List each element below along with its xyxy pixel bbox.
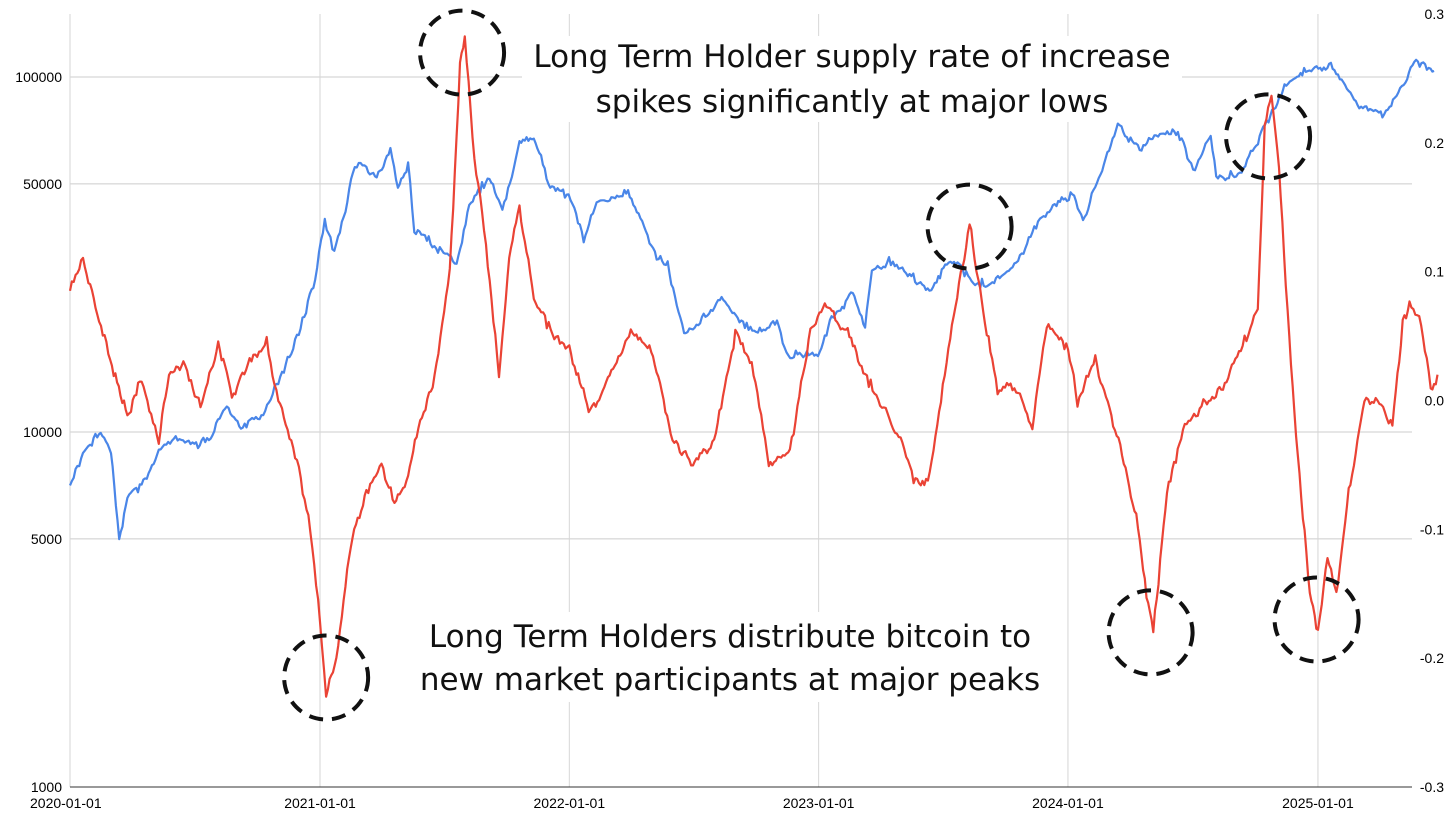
highlight-circle-3 (1106, 588, 1195, 677)
annotation-top-line2: spikes significantly at major lows (596, 84, 1109, 120)
highlight-circle-4 (1224, 92, 1313, 181)
highlight-circle-1 (418, 8, 507, 97)
highlight-circle-0 (282, 633, 371, 722)
annotation-bottom-line2: new market participants at major peaks (420, 662, 1040, 698)
annotation-top-line1: Long Term Holder supply rate of increase (533, 39, 1170, 75)
y-right-tick-label: 0.1 (1425, 264, 1445, 280)
y-left-tick-label: 10000 (23, 424, 62, 440)
y-left-tick-label: 1000 (31, 779, 62, 795)
left-y-axis-ticks: 1000 5000 10000 50000 100000 (15, 69, 62, 795)
y-left-tick-label: 5000 (31, 531, 62, 547)
annotation-bottom-bg (418, 612, 1042, 702)
x-axis-ticks: 2020-01-01 2021-01-01 2022-01-01 2023-01-01… (30, 795, 1354, 811)
y-left-tick-label: 100000 (15, 69, 62, 85)
y-right-tick-label: 0.0 (1425, 393, 1445, 409)
x-tick-label: 2024-01-01 (1032, 795, 1104, 811)
y-right-tick-label: 0.3 (1425, 6, 1445, 22)
highlight-circle-5 (1272, 575, 1361, 664)
y-right-tick-label: -0.1 (1420, 521, 1444, 537)
annotations: Long Term Holder supply rate of increase… (418, 36, 1182, 702)
y-right-tick-label: 0.2 (1425, 135, 1445, 151)
right-y-axis-ticks: -0.3 -0.2 -0.1 0.0 0.1 0.2 0.3 (1420, 6, 1444, 795)
y-right-tick-label: -0.3 (1420, 779, 1444, 795)
annotation-top-bg (522, 36, 1182, 122)
x-tick-label: 2022-01-01 (534, 795, 606, 811)
y-left-tick-label: 50000 (23, 176, 62, 192)
x-tick-label: 2020-01-01 (30, 795, 102, 811)
annotation-bottom-line1: Long Term Holders distribute bitcoin to (429, 619, 1031, 655)
series-line-price (68, 58, 1435, 541)
series-line-lth_supply_rate (68, 35, 1439, 698)
grid (69, 14, 1412, 787)
x-tick-label: 2025-01-01 (1282, 795, 1354, 811)
y-right-tick-label: -0.2 (1420, 650, 1444, 666)
highlight-circles (282, 8, 1361, 722)
x-tick-label: 2023-01-01 (783, 795, 855, 811)
series-lines (68, 35, 1439, 698)
x-tick-label: 2021-01-01 (284, 795, 356, 811)
highlight-circle-2 (925, 182, 1014, 271)
